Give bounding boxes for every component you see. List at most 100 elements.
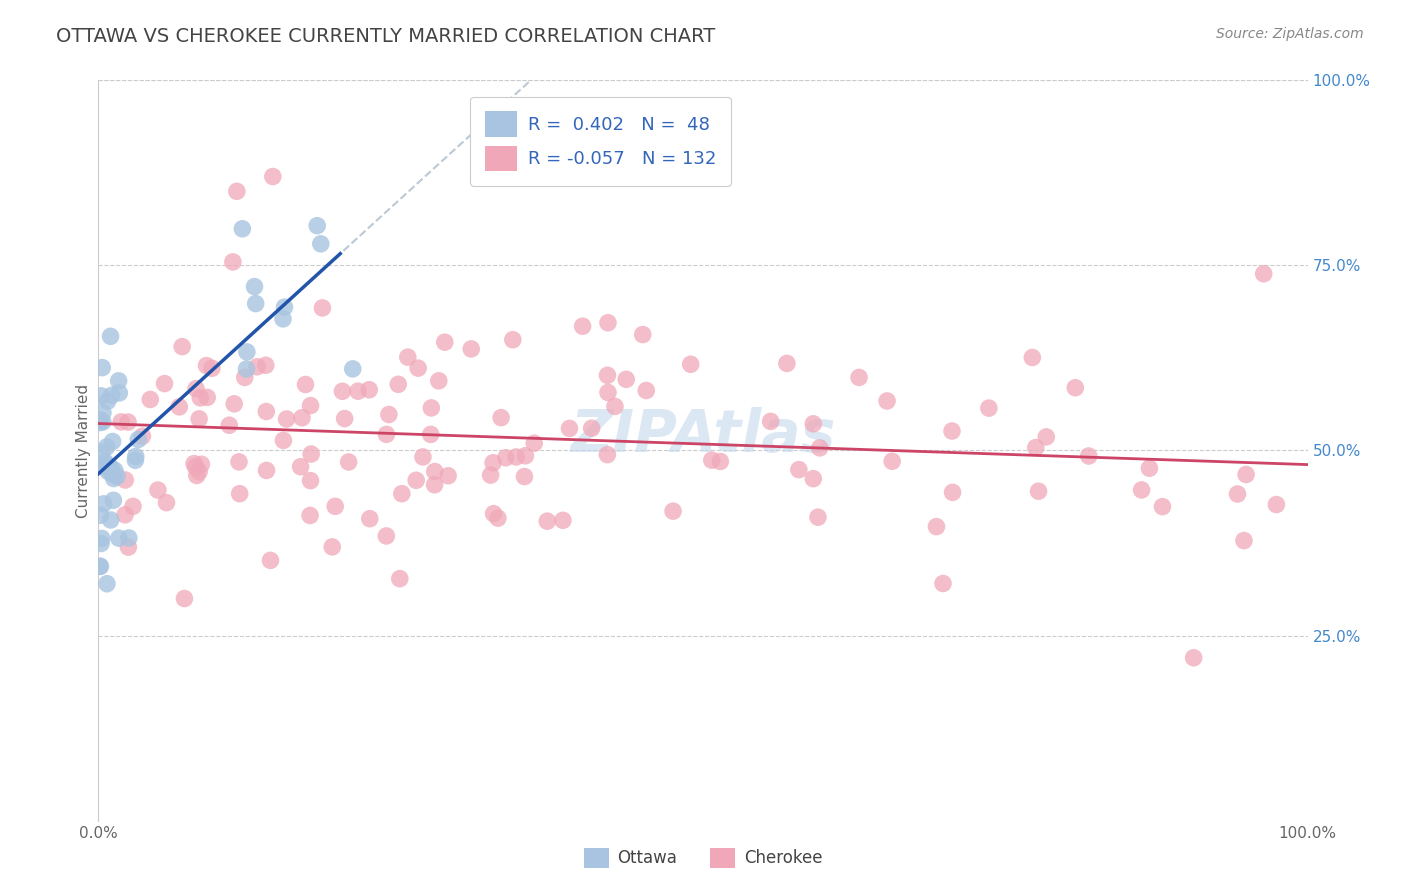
Point: [90, 445, 112, 459]
Point: [1253, 267, 1275, 281]
Point: [273, 434, 295, 448]
Point: [396, 350, 419, 364]
Point: [188, 412, 211, 426]
Point: [1233, 533, 1256, 548]
Point: [91, 360, 114, 375]
Point: [114, 508, 136, 522]
Point: [243, 279, 266, 293]
Point: [100, 329, 122, 343]
Point: [114, 473, 136, 487]
Point: [184, 382, 207, 396]
Point: [93, 497, 115, 511]
Point: [679, 357, 702, 371]
Point: [776, 356, 799, 370]
Point: [558, 421, 581, 435]
Point: [233, 370, 256, 384]
Text: Source: ZipAtlas.com: Source: ZipAtlas.com: [1216, 27, 1364, 41]
Point: [603, 400, 626, 414]
Point: [515, 449, 537, 463]
Point: [117, 540, 139, 554]
Point: [596, 368, 619, 383]
Point: [97, 465, 120, 479]
Point: [100, 460, 122, 475]
Point: [101, 467, 124, 481]
Point: [495, 450, 517, 465]
Point: [195, 390, 218, 404]
Point: [183, 457, 205, 471]
Point: [309, 236, 332, 251]
Point: [97, 394, 120, 409]
Point: [89, 559, 111, 574]
Point: [127, 433, 149, 447]
Point: [848, 370, 870, 384]
Point: [103, 493, 125, 508]
Point: [375, 529, 398, 543]
Point: [117, 415, 139, 429]
Point: [254, 404, 277, 418]
Point: [1021, 351, 1043, 365]
Point: [259, 553, 281, 567]
Point: [1226, 487, 1249, 501]
Point: [337, 455, 360, 469]
Point: [100, 466, 122, 480]
Point: [1130, 483, 1153, 497]
Point: [581, 421, 603, 435]
Point: [105, 469, 128, 483]
Point: [231, 221, 253, 235]
Point: [482, 507, 505, 521]
Point: [101, 434, 124, 449]
Point: [110, 415, 132, 429]
Point: [551, 513, 574, 527]
Point: [412, 450, 434, 464]
Point: [218, 418, 240, 433]
Point: [125, 450, 148, 464]
Point: [91, 415, 114, 429]
Point: [662, 504, 685, 518]
Point: [290, 459, 312, 474]
Point: [190, 458, 212, 472]
Point: [636, 384, 658, 398]
Point: [321, 540, 343, 554]
Point: [90, 389, 112, 403]
Point: [387, 377, 409, 392]
Point: [801, 417, 824, 431]
Point: [311, 301, 333, 315]
Text: ZIPAtlas: ZIPAtlas: [571, 407, 835, 464]
Point: [502, 333, 524, 347]
Point: [359, 511, 381, 525]
Point: [437, 468, 460, 483]
Point: [273, 300, 295, 314]
Point: [139, 392, 162, 407]
Point: [245, 296, 267, 310]
Point: [1152, 500, 1174, 514]
Point: [224, 397, 246, 411]
Point: [420, 401, 443, 415]
Point: [614, 372, 637, 386]
Point: [108, 531, 131, 545]
Point: [153, 376, 176, 391]
Point: [201, 361, 224, 376]
Point: [460, 342, 482, 356]
Point: [427, 374, 450, 388]
Point: [108, 385, 131, 400]
Point: [876, 394, 898, 409]
Point: [571, 319, 593, 334]
Point: [375, 427, 398, 442]
Point: [186, 468, 208, 483]
Point: [505, 450, 527, 464]
Point: [299, 447, 322, 461]
Point: [299, 474, 322, 488]
Point: [359, 383, 381, 397]
Legend: R =  0.402   N =  48, R = -0.057   N = 132: R = 0.402 N = 48, R = -0.057 N = 132: [470, 96, 731, 186]
Point: [155, 496, 177, 510]
Point: [89, 508, 111, 523]
Point: [479, 468, 502, 483]
Point: [100, 388, 122, 402]
Point: [294, 377, 316, 392]
Point: [596, 316, 619, 330]
Point: [523, 436, 546, 450]
Point: [104, 463, 127, 477]
Point: [423, 477, 446, 491]
Point: [299, 508, 322, 523]
Point: [291, 410, 314, 425]
